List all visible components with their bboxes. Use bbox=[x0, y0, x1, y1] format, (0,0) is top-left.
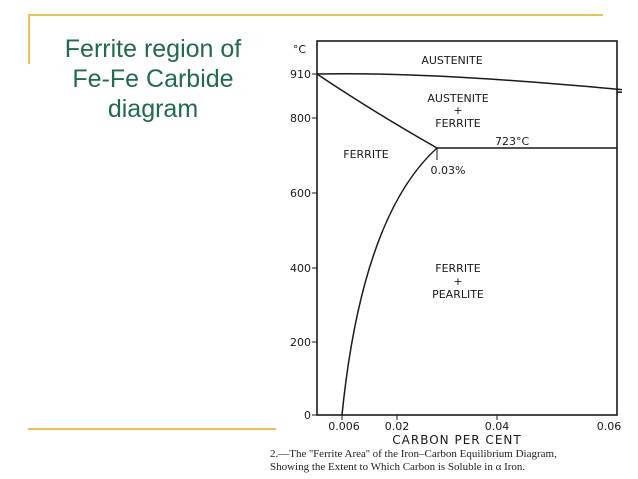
diagram-frame bbox=[316, 40, 618, 416]
x-tick-label-006: 0.06 bbox=[597, 420, 622, 433]
ferrite-pearlite-label-2: + bbox=[453, 275, 462, 288]
caption-line-2: Showing the Extent to Which Carbon is So… bbox=[270, 461, 526, 473]
y-ticks bbox=[312, 73, 317, 416]
eutectoid-temp-label: 723°C bbox=[495, 135, 529, 148]
austenite-boundary bbox=[316, 72, 622, 93]
y-unit-label: °C bbox=[293, 43, 307, 56]
top-rule bbox=[28, 14, 603, 16]
y-tick-label-800: 800 bbox=[290, 112, 311, 125]
x-tick-label-002: 0.02 bbox=[385, 420, 410, 433]
x-tick-label-0006: 0.006 bbox=[328, 420, 360, 433]
austenite-ferrite-label-2: + bbox=[453, 104, 462, 117]
x-tick-label-004: 0.04 bbox=[485, 420, 510, 433]
austenite-ferrite-label-1: AUSTENITE bbox=[427, 92, 488, 105]
austenite-label: AUSTENITE bbox=[421, 54, 482, 67]
ferrite-pearlite-label-1: FERRITE bbox=[435, 262, 481, 275]
ferrite-diagram: °C 910 800 600 400 200 0 0.006 0.02 0.04… bbox=[290, 40, 622, 446]
austenite-ferrite-label-3: FERRITE bbox=[435, 117, 481, 130]
y-tick-label-0: 0 bbox=[304, 409, 311, 422]
bottom-rule bbox=[28, 428, 276, 430]
ferrite-label: FERRITE bbox=[343, 148, 389, 161]
y-tick-label-200: 200 bbox=[290, 336, 311, 349]
x-axis-label: CARBON PER CENT bbox=[392, 433, 521, 446]
y-tick-label-910: 910 bbox=[290, 68, 311, 81]
x-ticks bbox=[341, 415, 498, 420]
slide-title: Ferrite region of Fe-Fe Carbide diagram bbox=[64, 35, 242, 123]
caption-line-1: 2.—The ''Ferrite Area'' of the Iron–Carb… bbox=[270, 448, 557, 460]
ferrite-austenite-boundary bbox=[316, 73, 438, 149]
solvus-curve bbox=[341, 147, 438, 416]
left-rule bbox=[28, 14, 30, 64]
y-tick-label-600: 600 bbox=[290, 187, 311, 200]
y-tick-label-400: 400 bbox=[290, 262, 311, 275]
ferrite-pearlite-label-3: PEARLITE bbox=[432, 288, 484, 301]
solubility-label: 0.03% bbox=[431, 164, 466, 177]
